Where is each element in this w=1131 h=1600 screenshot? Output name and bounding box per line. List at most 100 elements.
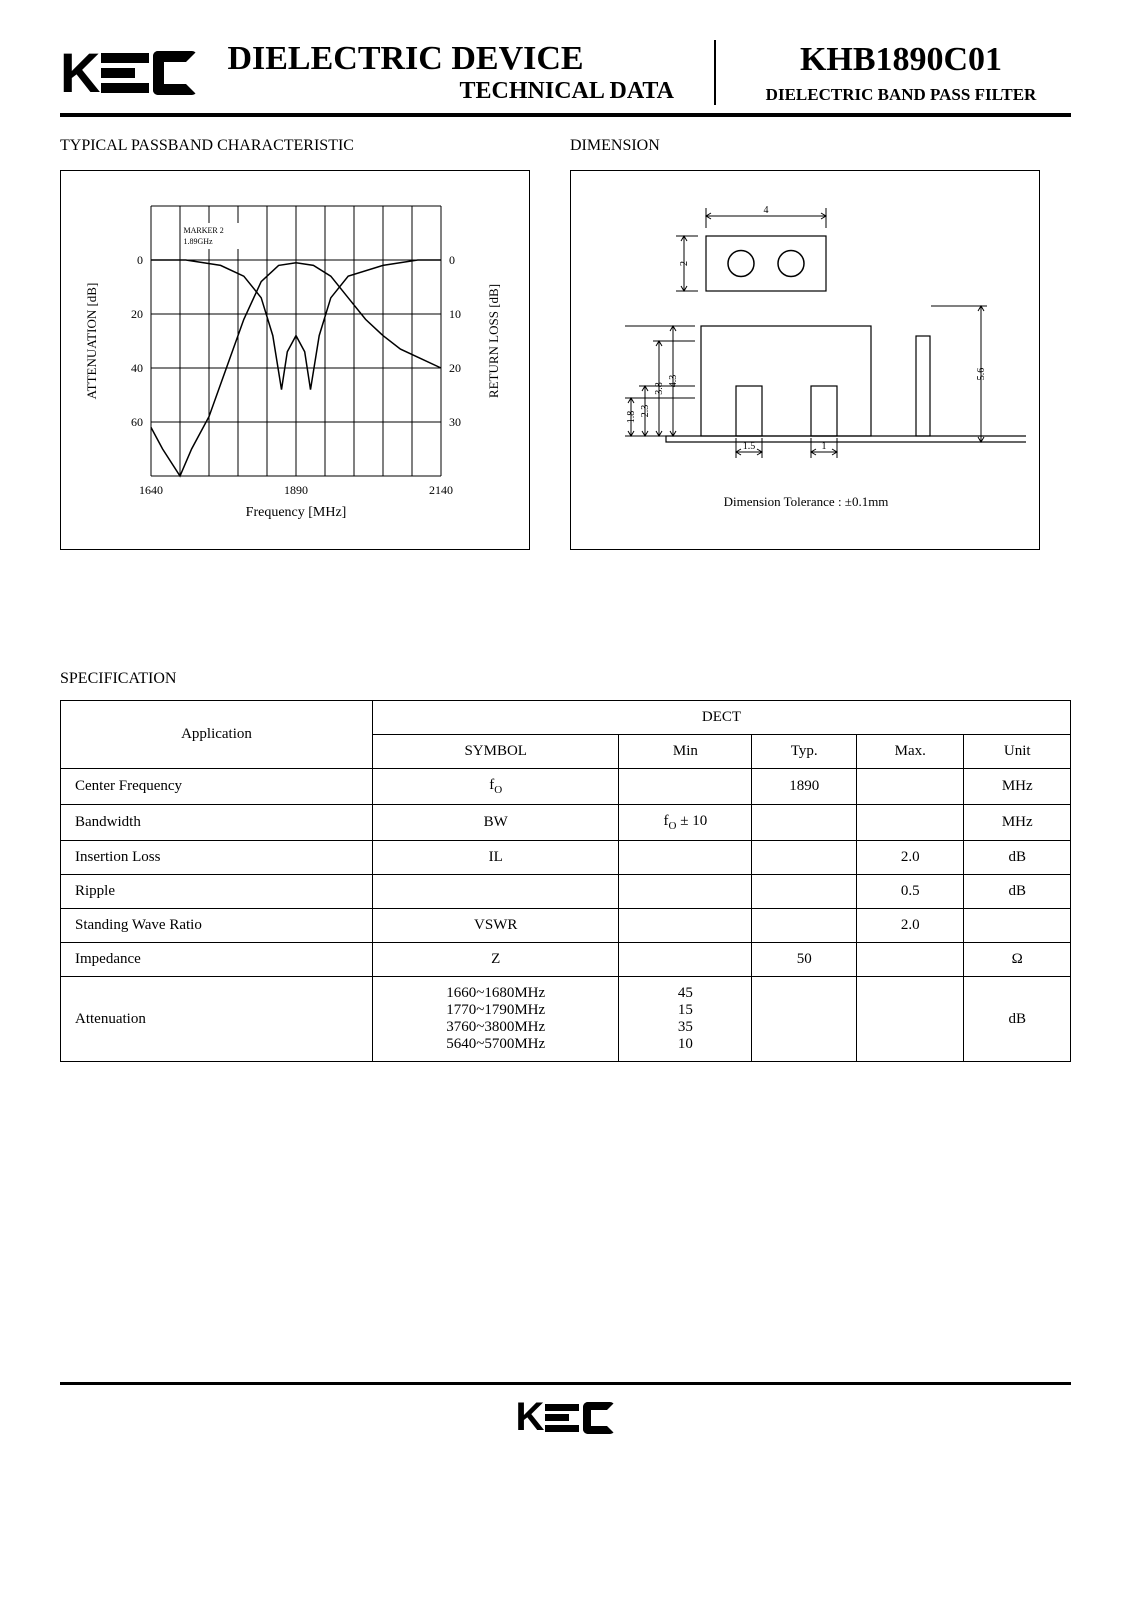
logo-letter-e — [101, 53, 149, 93]
symbol-cell: IL — [372, 841, 618, 875]
dimension-panel: DIMENSION 4 2 4.33.82.31.8 1.5 1 5.6 Dimension… — [570, 137, 1040, 550]
symbol-cell: BW — [372, 805, 618, 841]
table-row: ImpedanceZ 50 Ω — [61, 943, 1071, 977]
svg-text:ATTENUATION [dB]: ATTENUATION [dB] — [84, 283, 99, 400]
column-header: SYMBOL — [372, 735, 618, 769]
svg-text:MARKER 2: MARKER 2 — [184, 226, 224, 235]
min-cell — [619, 769, 752, 805]
table-row: Insertion LossIL 2.0dB — [61, 841, 1071, 875]
svg-text:1: 1 — [822, 441, 827, 452]
max-cell — [857, 769, 964, 805]
unit-cell: MHz — [964, 805, 1071, 841]
svg-text:Dimension Tolerance : ±0.1mm: Dimension Tolerance : ±0.1mm — [724, 494, 889, 509]
param-cell: Ripple — [61, 875, 373, 909]
column-header: Unit — [964, 735, 1071, 769]
logo-letter-c — [583, 1402, 615, 1434]
param-cell: Insertion Loss — [61, 841, 373, 875]
page-footer: K — [60, 1382, 1071, 1440]
max-cell — [857, 943, 964, 977]
svg-text:1.8: 1.8 — [626, 411, 637, 424]
svg-text:10: 10 — [449, 307, 461, 321]
dimension-box: 4 2 4.33.82.31.8 1.5 1 5.6 Dimension Tolerance… — [570, 170, 1040, 550]
min-cell: fO ± 10 — [619, 805, 752, 841]
min-cell — [619, 909, 752, 943]
dimension-section-title: DIMENSION — [570, 137, 1040, 155]
svg-text:4: 4 — [764, 205, 769, 216]
specification-table: ApplicationDECTSYMBOLMinTyp.Max.UnitCent… — [60, 700, 1071, 1062]
svg-text:1640: 1640 — [139, 483, 163, 497]
typ-cell — [752, 909, 857, 943]
kec-logo-footer: K — [60, 1395, 1071, 1440]
passband-chart-panel: TYPICAL PASSBAND CHARACTERISTIC MARKER 2… — [60, 137, 530, 550]
title-block-right: KHB1890C01 DIELECTRIC BAND PASS FILTER — [731, 41, 1071, 105]
title-block-left: DIELECTRIC DEVICE TECHNICAL DATA — [212, 40, 716, 105]
svg-text:3.8: 3.8 — [654, 382, 665, 395]
max-cell — [857, 977, 964, 1062]
max-cell: 2.0 — [857, 909, 964, 943]
svg-text:2.3: 2.3 — [640, 405, 651, 418]
part-number: KHB1890C01 — [731, 41, 1071, 79]
column-header: Min — [619, 735, 752, 769]
svg-text:0: 0 — [449, 253, 455, 267]
symbol-cell: 1660~1680MHz1770~1790MHz3760~3800MHz5640… — [372, 977, 618, 1062]
table-row: Ripple 0.5dB — [61, 875, 1071, 909]
symbol-cell: fO — [372, 769, 618, 805]
svg-text:1.5: 1.5 — [743, 441, 756, 452]
param-cell: Standing Wave Ratio — [61, 909, 373, 943]
svg-text:1.89GHz: 1.89GHz — [184, 237, 214, 246]
passband-chart-svg: MARKER 21.89GHz0204060010203016401890214… — [76, 191, 516, 531]
typ-cell: 50 — [752, 943, 857, 977]
column-header: Typ. — [752, 735, 857, 769]
svg-text:20: 20 — [131, 307, 143, 321]
table-row: Attenuation1660~1680MHz1770~1790MHz3760~… — [61, 977, 1071, 1062]
symbol-cell — [372, 875, 618, 909]
svg-text:4.3: 4.3 — [668, 375, 679, 388]
svg-text:40: 40 — [131, 361, 143, 375]
column-header: Max. — [857, 735, 964, 769]
symbol-cell: Z — [372, 943, 618, 977]
max-cell: 2.0 — [857, 841, 964, 875]
min-cell — [619, 841, 752, 875]
svg-text:60: 60 — [131, 415, 143, 429]
svg-text:2140: 2140 — [429, 483, 453, 497]
param-cell: Impedance — [61, 943, 373, 977]
kec-logo: K — [60, 40, 197, 105]
unit-cell: dB — [964, 977, 1071, 1062]
logo-letter-c — [153, 51, 197, 95]
spec-title: SPECIFICATION — [60, 670, 1071, 688]
table-row: Center FrequencyfO 1890 MHz — [61, 769, 1071, 805]
svg-text:5.6: 5.6 — [976, 368, 987, 381]
title-sub: TECHNICAL DATA — [227, 78, 694, 105]
svg-text:Frequency [MHz]: Frequency [MHz] — [246, 505, 347, 520]
svg-text:2: 2 — [679, 261, 690, 266]
svg-text:RETURN LOSS [dB]: RETURN LOSS [dB] — [486, 284, 501, 398]
min-cell — [619, 943, 752, 977]
chart-box: MARKER 21.89GHz0204060010203016401890214… — [60, 170, 530, 550]
unit-cell: dB — [964, 841, 1071, 875]
symbol-cell: VSWR — [372, 909, 618, 943]
typ-cell — [752, 977, 857, 1062]
param-cell: Center Frequency — [61, 769, 373, 805]
unit-cell — [964, 909, 1071, 943]
table-row: Standing Wave RatioVSWR 2.0 — [61, 909, 1071, 943]
unit-cell: Ω — [964, 943, 1071, 977]
part-description: DIELECTRIC BAND PASS FILTER — [731, 85, 1071, 105]
chart-section-title: TYPICAL PASSBAND CHARACTERISTIC — [60, 137, 530, 155]
unit-cell: MHz — [964, 769, 1071, 805]
svg-text:0: 0 — [137, 253, 143, 267]
table-row: BandwidthBWfO ± 10 MHz — [61, 805, 1071, 841]
application-value: DECT — [372, 701, 1070, 735]
unit-cell: dB — [964, 875, 1071, 909]
typ-cell — [752, 875, 857, 909]
typ-cell: 1890 — [752, 769, 857, 805]
typ-cell — [752, 841, 857, 875]
max-cell: 0.5 — [857, 875, 964, 909]
logo-letter-k: K — [60, 40, 96, 105]
min-cell: 45153510 — [619, 977, 752, 1062]
application-label: Application — [61, 701, 373, 769]
param-cell: Attenuation — [61, 977, 373, 1062]
title-main: DIELECTRIC DEVICE — [227, 40, 694, 78]
param-cell: Bandwidth — [61, 805, 373, 841]
logo-letter-e — [545, 1404, 579, 1432]
figure-row: TYPICAL PASSBAND CHARACTERISTIC MARKER 2… — [60, 137, 1071, 550]
